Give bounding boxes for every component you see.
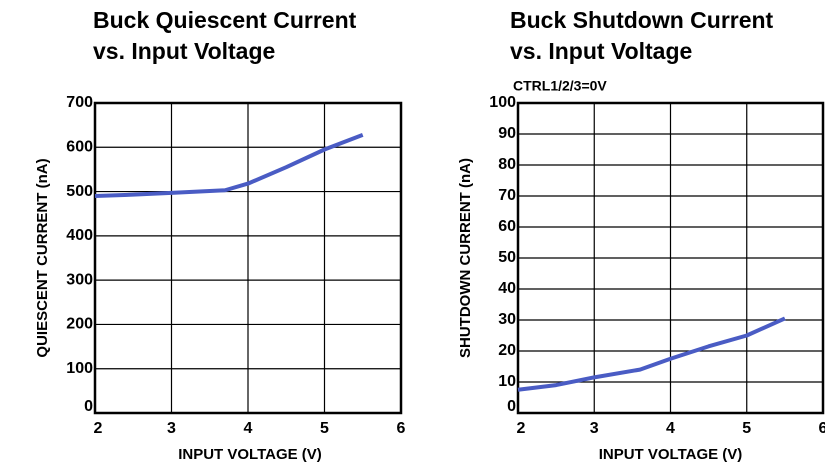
y-tick-label: 0 <box>507 398 516 415</box>
y-tick-label: 80 <box>498 156 516 173</box>
y-axis-label: SHUTDOWN CURRENT (nA) <box>457 158 474 358</box>
y-tick-label: 300 <box>66 271 93 288</box>
y-tick-label: 50 <box>498 249 516 266</box>
x-tick-label: 5 <box>742 420 751 437</box>
y-tick-label: 100 <box>489 94 516 111</box>
chart-title: vs. Input Voltage <box>510 38 692 64</box>
plot-border <box>93 101 403 415</box>
y-tick-label: 10 <box>498 373 516 390</box>
chart-title: Buck Shutdown Current <box>510 7 774 33</box>
y-tick-label: 70 <box>498 187 516 204</box>
x-tick-label: 6 <box>819 420 825 437</box>
subtitle: CTRL1/2/3=0V <box>513 78 607 94</box>
y-tick-label: 30 <box>498 311 516 328</box>
chart-title: vs. Input Voltage <box>93 38 275 64</box>
y-tick-label: 600 <box>66 139 93 156</box>
x-tick-label: 4 <box>666 420 675 437</box>
y-tick-label: 400 <box>66 227 93 244</box>
y-tick-label: 0 <box>84 398 93 415</box>
y-tick-label: 90 <box>498 125 516 142</box>
x-axis-label: INPUT VOLTAGE (V) <box>178 446 322 463</box>
plot-border <box>516 101 825 415</box>
y-tick-label: 60 <box>498 218 516 235</box>
x-tick-label: 3 <box>167 420 176 437</box>
x-tick-label: 5 <box>320 420 329 437</box>
x-axis-label: INPUT VOLTAGE (V) <box>599 446 743 463</box>
x-tick-label: 2 <box>517 420 526 437</box>
y-tick-label: 20 <box>498 342 516 359</box>
x-tick-label: 6 <box>397 420 406 437</box>
y-axis-label: QUIESCENT CURRENT (nA) <box>34 158 51 357</box>
y-tick-label: 700 <box>66 94 93 111</box>
y-tick-label: 40 <box>498 280 516 297</box>
x-tick-label: 3 <box>590 420 599 437</box>
chart-title: Buck Quiescent Current <box>93 7 357 33</box>
y-tick-label: 200 <box>66 316 93 333</box>
x-tick-label: 2 <box>94 420 103 437</box>
y-tick-label: 100 <box>66 360 93 377</box>
data-line <box>517 316 786 392</box>
y-tick-label: 500 <box>66 183 93 200</box>
x-tick-label: 4 <box>244 420 253 437</box>
data-line <box>94 133 364 198</box>
